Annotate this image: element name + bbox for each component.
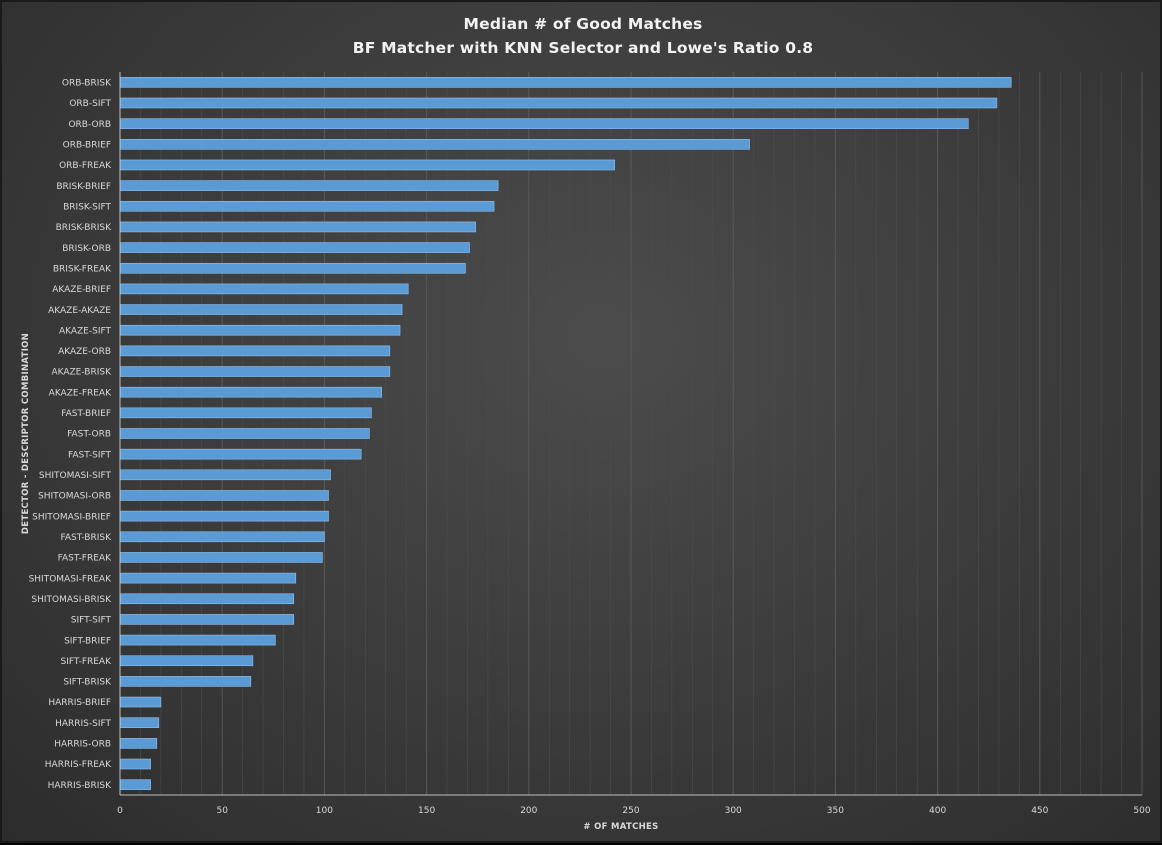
y-tick-label: HARRIS-BRISK (48, 781, 113, 791)
y-tick-label: BRISK-BRIEF (56, 182, 111, 192)
bar (120, 552, 323, 563)
y-tick-label: FAST-SIFT (68, 450, 112, 460)
minor-gridlines (140, 72, 1122, 795)
y-tick-label: SHITOMASI-BRIEF (32, 512, 111, 522)
y-tick-label: SIFT-BRIEF (64, 636, 111, 646)
x-tick-label: 350 (827, 806, 844, 816)
y-tick-label: FAST-ORB (67, 430, 111, 440)
bar (120, 180, 499, 191)
bar (120, 738, 158, 749)
x-tick-label: 400 (929, 806, 946, 816)
bar (120, 490, 329, 501)
y-tick-label: AKAZE-AKAZE (48, 306, 111, 316)
bar (120, 262, 466, 274)
y-tick-label: HARRIS-SIFT (55, 719, 111, 729)
y-tick-label: ORB-FREAK (59, 161, 112, 171)
y-tick-label: HARRIS-ORB (54, 740, 111, 750)
y-tick-label: BRISK-ORB (62, 244, 111, 254)
chart-title: Median # of Good Matches (463, 15, 703, 33)
bar (120, 139, 750, 150)
x-tick-label: 200 (520, 806, 537, 816)
bar (120, 531, 325, 543)
bar (120, 510, 329, 522)
y-tick-label: ORB-SIFT (69, 99, 111, 109)
y-tick-label: AKAZE-BRIEF (52, 285, 111, 295)
x-tick-labels: 0 50 100 150 200 250 300 350 400 450 500 (117, 806, 1151, 816)
bar (120, 386, 382, 398)
y-tick-label: SIFT-BRISK (63, 678, 112, 688)
y-tick-label: HARRIS-BRIEF (48, 698, 111, 708)
y-tick-label: AKAZE-BRISK (51, 368, 112, 378)
bar (120, 324, 401, 336)
y-tick-label: SIFT-FREAK (61, 657, 113, 667)
bar (120, 366, 391, 377)
bar (120, 428, 370, 439)
x-tick-label: 300 (725, 806, 742, 816)
y-tick-label: SHITOMASI-FREAK (29, 574, 113, 584)
bar (120, 345, 391, 357)
chart-subtitle: BF Matcher with KNN Selector and Lowe's … (352, 39, 814, 57)
x-axis-title: # OF MATCHES (583, 822, 658, 832)
y-tick-label: SHITOMASI-SIFT (39, 471, 112, 481)
x-tick-label: 150 (418, 806, 435, 816)
y-tick-label: AKAZE-FREAK (49, 388, 112, 398)
bar (120, 77, 1012, 88)
bar (120, 634, 276, 646)
y-tick-label: SHITOMASI-ORB (38, 492, 111, 502)
y-tick-label: ORB-ORB (68, 120, 111, 130)
bar (120, 283, 409, 295)
y-tick-label: AKAZE-ORB (58, 347, 111, 357)
x-tick-label: 250 (622, 806, 639, 816)
y-tick-label: BRISK-FREAK (53, 264, 112, 274)
x-tick-label: 50 (216, 806, 228, 816)
bar (120, 655, 254, 667)
bar (120, 242, 470, 253)
x-tick-label: 0 (117, 806, 123, 816)
bar (120, 159, 615, 171)
bar (120, 696, 162, 708)
y-tick-label: ORB-BRISK (62, 79, 112, 89)
bar (120, 614, 295, 625)
y-tick-label: ORB-BRIEF (63, 141, 111, 151)
bar (120, 717, 160, 729)
bar (120, 407, 372, 419)
y-axis-title: DETECTOR - DESCRIPTOR COMBINATION (21, 333, 31, 534)
bars (120, 77, 1012, 790)
y-tick-label: BRISK-BRISK (56, 223, 112, 233)
bar (120, 200, 495, 212)
bar (120, 779, 151, 790)
bar (120, 118, 969, 129)
x-tick-label: 500 (1133, 806, 1150, 816)
y-tick-label: SHITOMASI-BRISK (31, 595, 112, 605)
bar (120, 676, 252, 687)
y-tick-label: SIFT-SIFT (71, 616, 112, 626)
y-tick-label: FAST-FREAK (58, 554, 112, 564)
y-tick-label: FAST-BRIEF (61, 409, 111, 419)
y-tick-label: BRISK-SIFT (63, 202, 111, 212)
bar (120, 572, 297, 584)
bar (120, 97, 998, 109)
bar (120, 221, 476, 233)
x-tick-label: 450 (1031, 806, 1048, 816)
bar (120, 304, 403, 315)
bar (120, 593, 295, 605)
bar (120, 469, 331, 481)
y-tick-labels: ORB-BRISK ORB-SIFT ORB-ORB ORB-BRIEF ORB-FRE… (29, 79, 113, 791)
y-tick-label: AKAZE-SIFT (59, 326, 112, 336)
y-tick-label: HARRIS-FREAK (45, 760, 112, 770)
x-tick-label: 100 (316, 806, 333, 816)
y-tick-label: FAST-BRISK (60, 533, 112, 543)
bar (120, 448, 362, 460)
bar (120, 758, 151, 770)
